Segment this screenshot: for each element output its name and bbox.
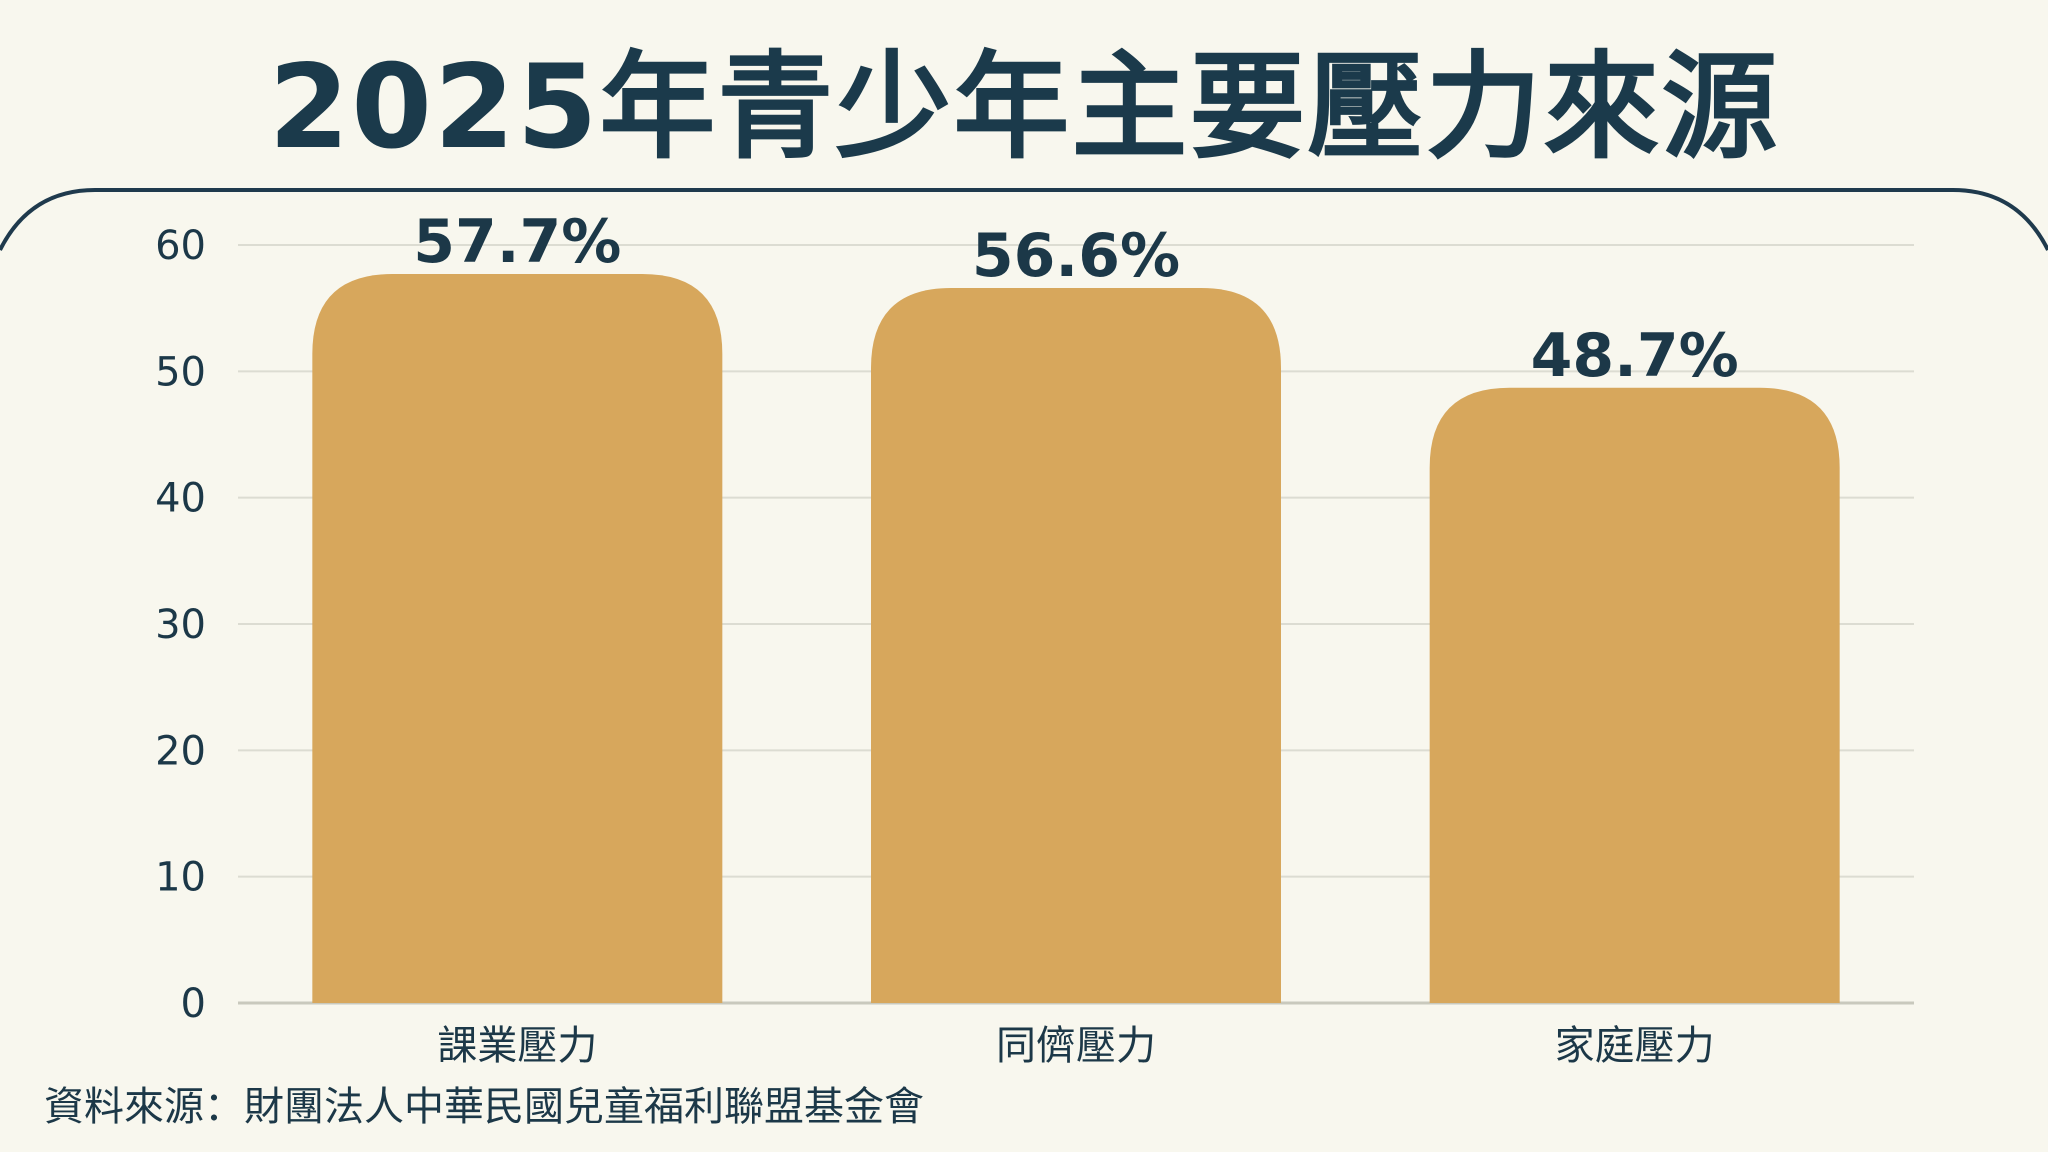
bar (1429, 387, 1840, 1003)
bar (312, 274, 723, 1004)
x-tick-label: 同儕壓力 (996, 1023, 1156, 1069)
value-labels: 57.7% 56.6% 48.7% (413, 207, 1738, 391)
y-tick-label: 30 (155, 602, 206, 648)
x-tick-label: 課業壓力 (437, 1023, 597, 1069)
y-tick-label: 60 (155, 223, 206, 269)
y-axis-ticks: 0 10 20 30 40 50 60 (155, 223, 206, 1027)
x-axis-ticks: 課業壓力 同儕壓力 家庭壓力 (437, 1023, 1714, 1069)
y-tick-label: 20 (155, 728, 206, 774)
bar-value-label: 56.6% (972, 221, 1180, 291)
y-tick-label: 40 (155, 476, 206, 522)
bar-value-label: 57.7% (413, 207, 621, 277)
source-note: 資料來源：財團法人中華民國兒童福利聯盟基金會 (44, 1084, 924, 1130)
y-tick-label: 50 (155, 349, 206, 395)
chart-title: 2025年青少年主要壓力來源 (268, 40, 1780, 175)
y-tick-label: 10 (155, 855, 206, 901)
bar (871, 287, 1281, 1003)
y-tick-label: 0 (181, 981, 206, 1027)
x-tick-label: 家庭壓力 (1555, 1023, 1715, 1069)
bars (312, 274, 1840, 1004)
chart-frame (0, 188, 2048, 251)
bar-value-label: 48.7% (1531, 321, 1739, 391)
